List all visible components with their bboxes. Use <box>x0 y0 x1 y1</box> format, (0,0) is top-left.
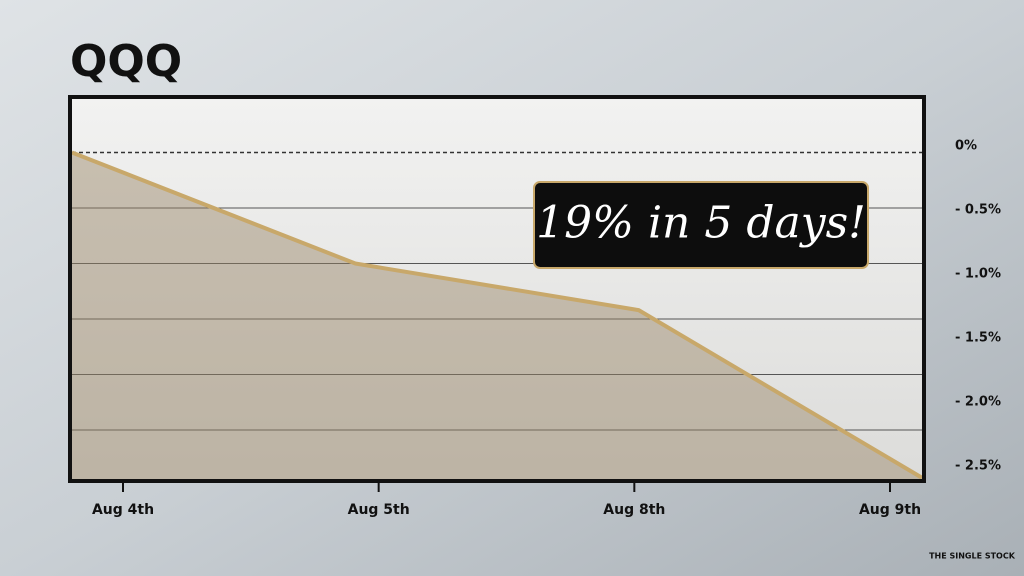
annotation-box <box>533 181 869 269</box>
x-tick-label: Aug 4th <box>92 502 154 518</box>
x-tick-label: Aug 5th <box>348 502 410 518</box>
y-tick-label: - 1.0% <box>955 267 1001 282</box>
area-fill <box>72 152 922 480</box>
line <box>71 150 924 480</box>
x-tick-label: Aug 9th <box>859 502 921 518</box>
chart-title: QQQ <box>70 36 182 87</box>
y-tick-label: - 1.5% <box>955 331 1001 346</box>
y-tick-label: - 0.5% <box>955 203 1001 218</box>
y-tick-label: - 2.0% <box>955 395 1001 410</box>
plot-area <box>70 97 924 481</box>
branding: THE SINGLE STOCK <box>929 552 1016 561</box>
x-tick-label: Aug 8th <box>603 502 665 518</box>
plot-frame <box>68 95 926 483</box>
y-tick-label: 0% <box>955 139 977 154</box>
annotation: 19% in 5 days! <box>536 198 866 249</box>
y-tick-label: - 2.5% <box>955 459 1001 474</box>
